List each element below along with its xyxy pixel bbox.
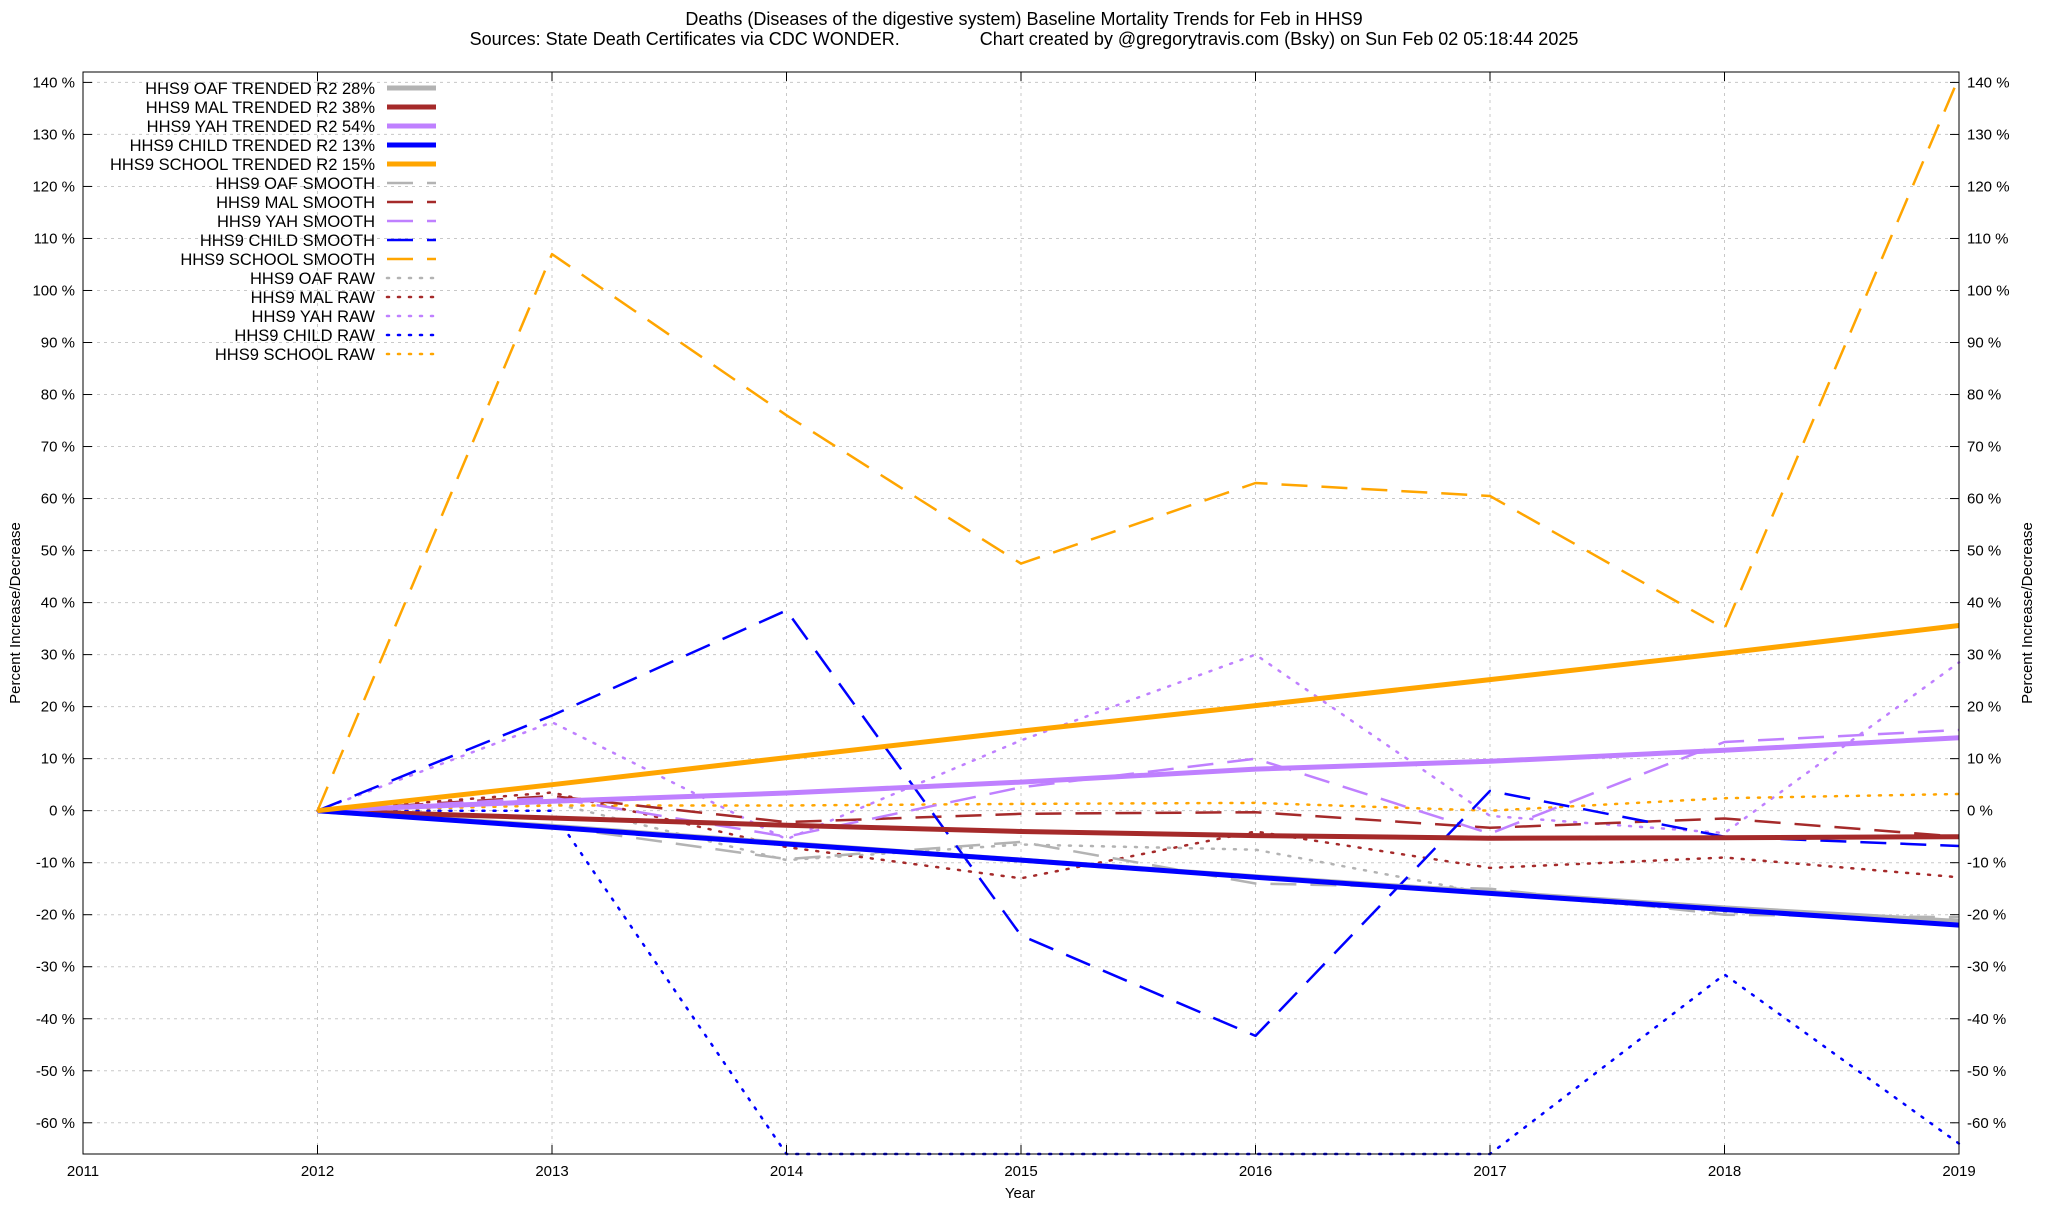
y-tick-label: 50 %: [41, 543, 75, 560]
chart-title: Deaths (Diseases of the digestive system…: [685, 9, 1362, 29]
legend-label: HHS9 OAF RAW: [250, 270, 375, 288]
x-axis-label: Year: [1005, 1185, 1035, 1200]
y2-tick-label: 60 %: [1967, 491, 2001, 508]
y-tick-label: 120 %: [32, 178, 75, 195]
y-tick-label: 80 %: [41, 387, 75, 404]
x-tick-label: 2017: [1473, 1163, 1506, 1180]
y-tick-label: 70 %: [41, 439, 75, 456]
series-line-hhs9-school-smooth: [316, 76, 1961, 812]
legend-label: HHS9 MAL TRENDED R2 38%: [146, 99, 376, 117]
y-tick-label: 40 %: [41, 595, 75, 612]
y2-axis-label: Percent Increase/Decrease: [2019, 522, 2036, 704]
legend-label: HHS9 SCHOOL TRENDED R2 15%: [110, 156, 375, 174]
y2-tick-label: -30 %: [1967, 959, 2006, 976]
y2-tick-label: 130 %: [1967, 126, 2010, 143]
y2-tick-label: -10 %: [1967, 855, 2006, 872]
x-tick-label: 2019: [1942, 1163, 1975, 1180]
chart-subtitle: Sources: State Death Certificates via CD…: [470, 29, 1579, 49]
y-tick-label: 10 %: [41, 751, 75, 768]
y2-tick-label: 140 %: [1967, 74, 2010, 91]
y2-tick-label: 70 %: [1967, 439, 2001, 456]
series-line-hhs9-mal-trended: [317, 808, 1960, 841]
legend-label: HHS9 YAH RAW: [252, 308, 376, 326]
y2-tick-label: 0 %: [1967, 803, 1993, 820]
y2-tick-label: -50 %: [1967, 1063, 2006, 1080]
y-tick-label: -50 %: [36, 1063, 75, 1080]
y-tick-label: -40 %: [36, 1011, 75, 1028]
y2-tick-label: 40 %: [1967, 595, 2001, 612]
y-tick-label: 60 %: [41, 491, 75, 508]
grid-lines: [82, 72, 1960, 1154]
y2-tick-label: -60 %: [1967, 1115, 2006, 1132]
x-tick-label: 2012: [301, 1163, 334, 1180]
y2-tick-label: -40 %: [1967, 1011, 2006, 1028]
x-tick-label: 2011: [67, 1163, 99, 1180]
y-tick-label: 90 %: [41, 335, 75, 352]
y2-tick-label: 90 %: [1967, 335, 2001, 352]
legend-label: HHS9 SCHOOL SMOOTH: [180, 251, 375, 269]
series-line-hhs9-oaf-raw: [316, 801, 1961, 923]
y-tick-label: 30 %: [41, 647, 75, 664]
tick-layer: 140 % 140 % 130 % 130 % 120 % 120 % 110 % 110 %…: [32, 72, 2010, 1180]
y-tick-label: -60 %: [36, 1115, 75, 1132]
series-line-hhs9-yah-trended: [317, 735, 1960, 814]
legend-label: HHS9 CHILD TRENDED R2 13%: [130, 137, 376, 155]
series-line-hhs9-mal-smooth: [317, 794, 1960, 838]
series-line-hhs9-child-trended: [317, 808, 1960, 928]
y-tick-label: 140 %: [32, 74, 75, 91]
y2-tick-label: -20 %: [1967, 907, 2006, 924]
y2-tick-label: 80 %: [1967, 387, 2001, 404]
x-tick-label: 2016: [1239, 1163, 1272, 1180]
legend-label: HHS9 CHILD RAW: [234, 327, 375, 345]
legend-label: HHS9 MAL SMOOTH: [216, 194, 375, 212]
legend-label: HHS9 OAF SMOOTH: [215, 175, 375, 193]
x-tick-label: 2013: [535, 1163, 568, 1180]
y2-tick-label: 100 %: [1967, 282, 2010, 299]
legend-label: HHS9 YAH SMOOTH: [217, 213, 375, 231]
y2-tick-label: 20 %: [1967, 699, 2001, 716]
y-tick-label: 0 %: [49, 803, 75, 820]
legend-label: HHS9 CHILD SMOOTH: [200, 232, 375, 250]
y2-tick-label: 30 %: [1967, 647, 2001, 664]
y2-tick-label: 50 %: [1967, 543, 2001, 560]
series-line-hhs9-oaf-smooth: [317, 809, 1960, 919]
legend-label: HHS9 OAF TRENDED R2 28%: [145, 80, 375, 98]
legend-label: HHS9 SCHOOL RAW: [215, 346, 376, 364]
legend-label: HHS9 MAL RAW: [251, 289, 376, 307]
y-tick-label: 20 %: [41, 699, 75, 716]
series-line-hhs9-yah-smooth: [317, 728, 1960, 838]
y-tick-label: -20 %: [36, 907, 75, 924]
legend-label: HHS9 YAH TRENDED R2 54%: [147, 118, 376, 136]
y-tick-label: -30 %: [36, 959, 75, 976]
y-tick-label: -10 %: [36, 855, 75, 872]
y-tick-label: 100 %: [32, 282, 75, 299]
y-axis-label: Percent Increase/Decrease: [7, 522, 24, 704]
y2-tick-label: 120 %: [1967, 178, 2010, 195]
series-line-hhs9-school-trended: [317, 623, 1960, 814]
x-tick-label: 2014: [770, 1163, 803, 1180]
y2-tick-label: 110 %: [1967, 230, 2008, 247]
series-line-hhs9-child-smooth: [317, 609, 1960, 1038]
y2-tick-label: 10 %: [1967, 751, 2001, 768]
y-tick-label: 110 %: [34, 230, 75, 247]
x-tick-label: 2018: [1708, 1163, 1741, 1180]
x-tick-label: 2015: [1004, 1163, 1037, 1180]
legend: HHS9 OAF TRENDED R2 28%HHS9 MAL TRENDED …: [110, 80, 438, 364]
y-tick-label: 130 %: [32, 126, 75, 143]
